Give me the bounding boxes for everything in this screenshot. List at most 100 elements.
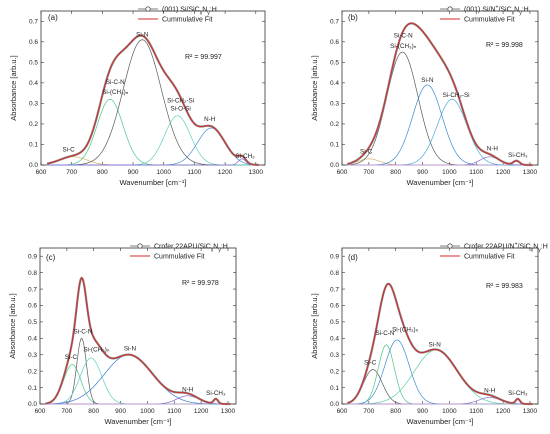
cumulative-fit-line	[45, 277, 231, 405]
y-tick-label: 0.6	[29, 39, 38, 46]
component-curve	[347, 349, 533, 405]
measured-spectrum	[45, 276, 231, 406]
plot-frame	[40, 10, 266, 166]
y-tick-label: 0.4	[29, 80, 38, 87]
x-tick-label: 900	[128, 169, 139, 176]
legend-entry-measured-part: x	[200, 11, 203, 17]
component-curve	[45, 337, 231, 405]
y-tick-label: 0.5	[330, 319, 339, 326]
y-axis-title: Absorbance [arb.u.]	[310, 293, 319, 358]
plot-frame	[341, 247, 539, 405]
peak-label: Si-C	[65, 354, 78, 361]
y-tick-label: 0.2	[330, 121, 339, 128]
panel-tag: (a)	[48, 13, 58, 22]
x-tick-label: 1300	[221, 408, 236, 415]
chart-panel-2: 600 700 800 900 1000 1100 1200 1300 0.0 0.1 0.2 0.3…	[310, 5, 539, 187]
x-tick-label: 1300	[523, 408, 538, 415]
x-axis-title: Wavenumber [cm⁻¹]	[406, 417, 473, 426]
component-curve	[47, 156, 259, 166]
y-tick-label: 0.7	[330, 286, 339, 293]
legend-marker-measured	[447, 6, 453, 12]
x-tick-label: 700	[61, 408, 72, 415]
panel-tag: (d)	[348, 253, 358, 262]
y-tick-label: 0.4	[330, 80, 339, 87]
x-tick-label: 1000	[442, 169, 457, 176]
y-tick-label: 0.7	[28, 286, 37, 293]
x-tick-label: 1000	[442, 408, 457, 415]
legend-entry-measured-part: y	[218, 248, 221, 254]
x-tick-label: 1100	[469, 169, 483, 176]
peak-label: Si-(CH₃)ₙ	[392, 327, 419, 334]
y-tick-label: 0.1	[330, 142, 339, 149]
x-tick-label: 800	[390, 169, 401, 176]
y-tick-label: 0.5	[330, 60, 339, 67]
x-tick-label: 800	[390, 408, 401, 415]
y-tick-label: 0.3	[28, 352, 37, 359]
x-tick-label: 1200	[218, 169, 233, 176]
cumulative-fit-line	[347, 22, 533, 166]
x-tick-label: 800	[97, 169, 108, 176]
y-tick-label: 0.1	[330, 385, 339, 392]
legend-entry-measured-part: Crofer 22APU/N	[464, 244, 515, 251]
x-tick-label: 1100	[187, 169, 201, 176]
x-tick-label: 900	[115, 408, 126, 415]
legend-entry-measured-part: +	[496, 5, 499, 11]
legend-entry-measured-part: :H	[221, 244, 228, 251]
peak-label: Si-N	[136, 32, 149, 39]
legend-entry-measured-part: :H	[522, 7, 529, 14]
legend-entry-fit: Cummulative Fit	[162, 17, 213, 24]
component-curve	[347, 398, 533, 405]
peak-label: Si-C	[62, 147, 75, 154]
legend-marker-measured	[447, 243, 453, 249]
legend-entry-measured-part: N	[213, 244, 218, 251]
chart-panel-1: 600 700 800 900 1000 1100 1200 1300 0.0 0.1 0.2 0.3…	[9, 6, 266, 187]
peak-label: Si-(CH₃)ₙ	[102, 89, 129, 96]
x-tick-label: 1000	[140, 408, 155, 415]
legend-entry-measured-part: :H	[210, 7, 217, 14]
peak-label: Si-N	[421, 77, 434, 84]
x-axis-title: Wavenumber [cm⁻¹]	[104, 417, 171, 426]
peak-label: N-H	[487, 146, 499, 153]
y-tick-label: 0.5	[29, 60, 38, 67]
x-tick-label: 600	[337, 169, 348, 176]
x-tick-label: 700	[363, 169, 374, 176]
legend-entry-measured-part: y	[538, 248, 541, 254]
cumulative-fit-line	[47, 34, 259, 166]
x-tick-label: 1300	[523, 169, 538, 176]
x-tick-label: 600	[337, 408, 348, 415]
y-tick-label: 0.3	[330, 352, 339, 359]
peak-label: Si-CH₃	[508, 390, 528, 397]
peak-label: Si-C-N	[106, 79, 125, 86]
legend-marker-measured	[145, 6, 151, 12]
y-tick-label: 0.8	[28, 270, 37, 277]
peak-label: Si-CH₃	[206, 390, 226, 397]
r-squared-label: R² = 99.997	[185, 54, 222, 61]
legend-entry-measured-part: +	[515, 242, 518, 248]
legend-entry-measured-part: Crofer 22APU/SiC	[154, 244, 211, 251]
legend-entry-measured: (001) Si/N+/SiCxNy:H	[464, 5, 529, 17]
component-curve	[45, 398, 231, 405]
y-tick-label: 0.3	[330, 101, 339, 108]
legend-entry-measured-part: :H	[541, 244, 548, 251]
legend-entry-measured-part: (001) Si/SiC	[162, 7, 200, 14]
component-curve	[47, 98, 259, 166]
x-tick-label: 1000	[157, 169, 172, 176]
legend-entry-measured-part: y	[207, 11, 210, 17]
peak-label: Si-N	[429, 342, 442, 349]
component-curve	[45, 364, 231, 405]
y-tick-label: 0.3	[29, 101, 38, 108]
panel-tag: (c)	[46, 253, 56, 262]
y-tick-label: 0.5	[28, 319, 37, 326]
y-axis-title: Absorbance [arb.u.]	[310, 55, 319, 120]
component-curve	[47, 158, 259, 166]
legend-entry-measured-part: N	[202, 7, 207, 14]
r-squared-label: R² = 99.978	[182, 280, 219, 287]
peak-label: Si-N	[124, 346, 137, 353]
y-tick-label: 0.9	[330, 253, 339, 260]
x-axis-title: Wavenumber [cm⁻¹]	[406, 178, 473, 187]
legend-entry-measured-part: x	[531, 248, 534, 254]
peak-label: Si-O-Si	[170, 106, 190, 113]
